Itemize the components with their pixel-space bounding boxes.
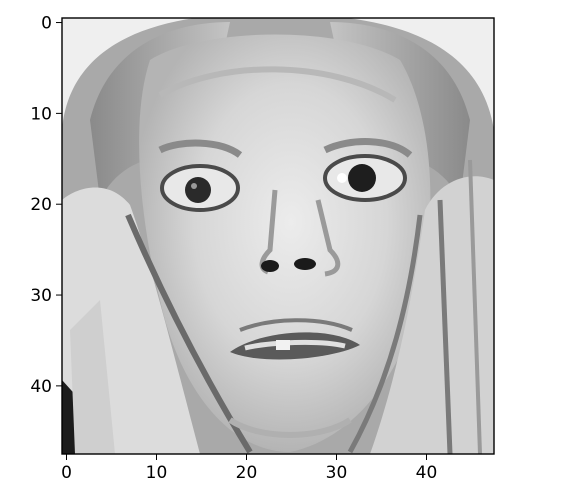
y-tick-label: 30 [30, 286, 52, 306]
y-tick-label: 40 [30, 377, 52, 397]
y-tick-label: 0 [41, 14, 52, 34]
x-tick-label: 10 [146, 463, 168, 483]
y-axis-ticks: 0 10 20 30 40 [30, 14, 62, 397]
x-tick-label: 20 [236, 463, 258, 483]
y-tick-label: 20 [30, 195, 52, 215]
axes-frame [61, 17, 495, 455]
face-image [62, 18, 494, 454]
x-axis-ticks: 0 10 20 30 40 [61, 454, 437, 483]
y-tick-label: 10 [30, 104, 52, 124]
x-tick-label: 30 [326, 463, 348, 483]
x-tick-label: 0 [61, 463, 72, 483]
x-tick-label: 40 [416, 463, 438, 483]
